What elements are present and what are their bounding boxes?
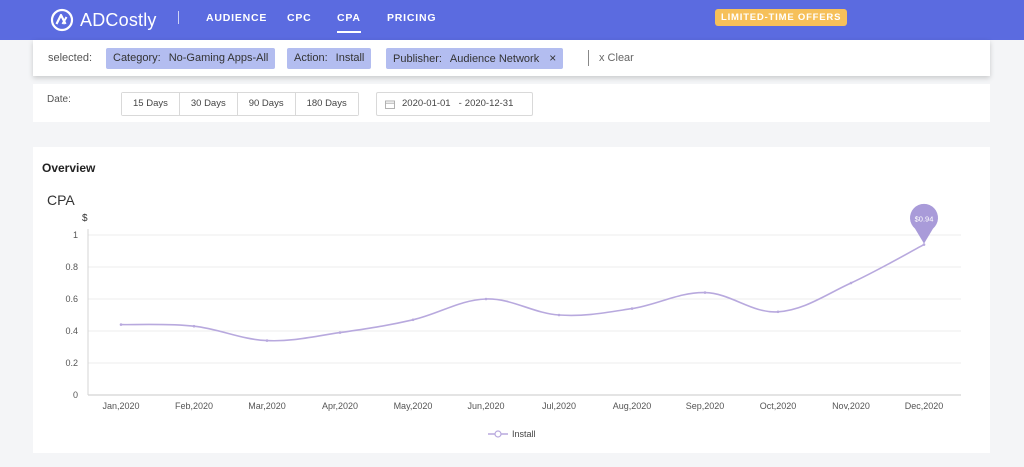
data-point — [119, 323, 123, 326]
date-range-picker[interactable]: 2020-01-01 - 2020-12-31 — [376, 92, 533, 116]
date-panel: Date: 15 Days 30 Days 90 Days 180 Days 2… — [33, 84, 990, 122]
legend-label: Install — [512, 429, 536, 439]
y-tick-label: 1 — [73, 230, 78, 240]
data-point — [703, 291, 707, 294]
selected-filters-bar: selected: Category: No-Gaming Apps-All Ac… — [33, 40, 990, 76]
brand-name: ADCostly — [80, 9, 157, 30]
y-tick-label: 0.8 — [65, 262, 78, 272]
date-separator: - — [458, 98, 462, 109]
chart-legend[interactable]: Install — [488, 429, 536, 439]
clear-filters-button[interactable]: x Clear — [599, 52, 634, 64]
nav-pricing[interactable]: PRICING — [387, 12, 437, 24]
brand-logo[interactable]: ADCostly — [50, 7, 157, 33]
logo-icon — [50, 8, 74, 32]
range-30-days-button[interactable]: 30 Days — [179, 93, 238, 115]
y-tick-label: 0.2 — [65, 358, 78, 368]
remove-chip-icon[interactable]: × — [549, 51, 557, 65]
date-range-buttons: 15 Days 30 Days 90 Days 180 Days — [121, 92, 359, 116]
chip-key: Publisher: — [393, 53, 442, 65]
y-tick-label: 0.4 — [65, 326, 78, 336]
chip-key: Category: — [113, 52, 161, 64]
data-point — [557, 313, 561, 317]
x-tick-label: Dec,2020 — [905, 401, 944, 411]
chip-value: Audience Network — [449, 53, 540, 65]
data-point — [265, 339, 269, 342]
range-15-days-button[interactable]: 15 Days — [122, 93, 180, 115]
data-point — [849, 281, 853, 285]
y-axis-unit: $ — [82, 213, 88, 224]
start-date: 2020-01-01 — [402, 98, 451, 109]
chip-value: No-Gaming Apps-All — [168, 52, 269, 64]
x-tick-label: Oct,2020 — [760, 401, 797, 411]
filter-chip-category[interactable]: Category: No-Gaming Apps-All — [106, 48, 276, 69]
x-tick-label: Aug,2020 — [613, 401, 652, 411]
x-tick-label: Jan,2020 — [102, 401, 139, 411]
filter-chip-publisher[interactable]: Publisher: Audience Network × — [386, 48, 564, 69]
x-tick-label: May,2020 — [394, 401, 433, 411]
date-label: Date: — [47, 94, 71, 105]
data-point — [338, 331, 342, 334]
range-90-days-button[interactable]: 90 Days — [237, 93, 296, 115]
data-point — [922, 243, 926, 246]
chip-value: Install — [335, 52, 365, 64]
max-value-label: $0.94 — [915, 215, 934, 224]
series-line-install — [120, 243, 925, 342]
max-value-pin — [910, 203, 939, 244]
overview-title: Overview — [42, 161, 96, 175]
range-180-days-button[interactable]: 180 Days — [295, 93, 358, 115]
clear-divider — [588, 50, 589, 66]
data-point — [776, 310, 780, 314]
nav-cpc[interactable]: CPC — [287, 12, 312, 24]
limited-time-offers-button[interactable]: LIMITED-TIME OFFERS — [715, 9, 848, 26]
overview-card: 0 0.2 0.4 0.6 0.8 1 Jan,2020 Feb,2020 Mar,2020 Ap… — [33, 147, 990, 453]
y-tick-label: 0.6 — [65, 294, 78, 304]
top-nav-bar: ADCostly AUDIENCE CPC CPA PRICING LIMITE… — [0, 0, 1024, 40]
cpa-line-chart: 0 0.2 0.4 0.6 0.8 1 Jan,2020 Feb,2020 Mar,2020 Ap… — [65, 203, 961, 411]
x-tick-label: Jul,2020 — [542, 401, 576, 411]
end-date: 2020-12-31 — [464, 98, 514, 109]
nav-audience[interactable]: AUDIENCE — [206, 12, 268, 24]
selected-label: selected: — [48, 52, 93, 64]
x-tick-label: Mar,2020 — [248, 401, 286, 411]
data-point — [411, 318, 415, 322]
filter-chip-action[interactable]: Action: Install — [287, 48, 372, 69]
chip-key: Action: — [294, 52, 328, 64]
x-tick-label: Jun,2020 — [467, 401, 504, 411]
data-point — [192, 324, 196, 328]
data-point — [630, 307, 634, 310]
nav-cpa[interactable]: CPA — [337, 12, 361, 33]
calendar-icon — [385, 100, 395, 109]
x-tick-label: Feb,2020 — [175, 401, 213, 411]
legend-line-icon — [488, 430, 508, 438]
x-tick-label: Sep,2020 — [686, 401, 725, 411]
data-point — [484, 297, 488, 301]
nav-divider — [178, 11, 179, 24]
chart-title: CPA — [47, 192, 75, 208]
x-tick-label: Apr,2020 — [322, 401, 358, 411]
y-tick-label: 0 — [73, 390, 78, 400]
x-tick-label: Nov,2020 — [832, 401, 870, 411]
